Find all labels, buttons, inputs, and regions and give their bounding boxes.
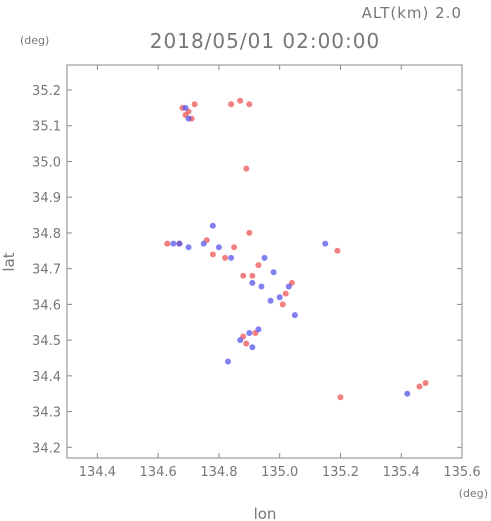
data-point — [416, 383, 423, 390]
data-point — [228, 101, 235, 108]
y-tick-label: 34.2 — [32, 441, 61, 456]
data-point — [225, 358, 232, 365]
y-tick-label: 35.2 — [32, 84, 61, 99]
y-tick-label: 35.1 — [32, 120, 61, 135]
data-point — [215, 244, 222, 251]
data-point — [200, 240, 207, 247]
data-point — [322, 240, 329, 247]
y-tick-label: 34.9 — [32, 191, 61, 206]
data-point — [209, 222, 216, 229]
data-point — [170, 240, 177, 247]
y-tick-label: 34.4 — [32, 370, 61, 385]
data-point — [249, 344, 256, 351]
data-point — [243, 340, 250, 347]
data-point — [246, 101, 253, 108]
data-point — [267, 297, 274, 304]
y-tick-label: 34.8 — [32, 227, 61, 242]
y-axis-label: lat — [0, 252, 18, 271]
y-tick-label: 34.7 — [32, 263, 61, 278]
y-tick-label: 34.6 — [32, 298, 61, 313]
x-tick-label: 135.6 — [443, 465, 480, 480]
data-point — [209, 251, 216, 258]
data-point — [404, 390, 411, 397]
data-point — [282, 290, 289, 297]
data-point — [334, 247, 341, 254]
plot-frame — [66, 64, 463, 459]
data-point — [270, 269, 277, 276]
data-point — [185, 115, 192, 122]
data-point — [246, 329, 253, 336]
data-point — [231, 244, 238, 251]
data-point — [337, 394, 344, 401]
data-point — [185, 244, 192, 251]
data-point — [255, 326, 262, 333]
x-unit-label: (deg) — [459, 487, 488, 500]
y-tick-label: 35.0 — [32, 155, 61, 170]
x-tick-label: 134.6 — [140, 465, 177, 480]
data-point — [291, 312, 298, 319]
data-point — [258, 283, 265, 290]
data-point — [255, 262, 262, 269]
data-point — [261, 254, 268, 261]
data-point — [422, 379, 429, 386]
data-point — [246, 229, 253, 236]
data-point — [176, 240, 183, 247]
data-point — [249, 279, 256, 286]
data-point — [191, 101, 198, 108]
data-point — [237, 97, 244, 104]
x-tick-label: 135.2 — [322, 465, 359, 480]
y-unit-label: (deg) — [20, 34, 49, 47]
x-axis-label: lon — [254, 505, 277, 521]
data-point — [237, 337, 244, 344]
x-tick-label: 134.4 — [79, 465, 116, 480]
data-point — [279, 301, 286, 308]
y-tick-label: 34.3 — [32, 406, 61, 421]
x-tick-label: 135.4 — [383, 465, 420, 480]
data-point — [182, 104, 189, 111]
y-tick-label: 34.5 — [32, 334, 61, 349]
altitude-label: ALT(km) 2.0 — [362, 4, 462, 22]
data-point — [164, 240, 171, 247]
data-points — [164, 97, 429, 401]
data-point — [243, 165, 250, 172]
x-tick-label: 134.8 — [200, 465, 237, 480]
x-tick-label: 135.0 — [261, 465, 298, 480]
data-point — [249, 272, 256, 279]
data-point — [285, 283, 292, 290]
data-point — [222, 254, 228, 261]
data-point — [240, 272, 247, 279]
y-axis-ticks: 34.2 34.3 34.4 34.5 34.6 34.7 34.8 34.9 35.0 35.1… — [32, 84, 462, 456]
chart-title: 2018/05/01 02:00:00 — [150, 29, 380, 53]
data-point — [228, 254, 235, 261]
x-axis-ticks: 134.4 134.6 134.8 135.0 135.2 135.4 135.6 — [79, 65, 481, 480]
data-point — [276, 294, 283, 301]
